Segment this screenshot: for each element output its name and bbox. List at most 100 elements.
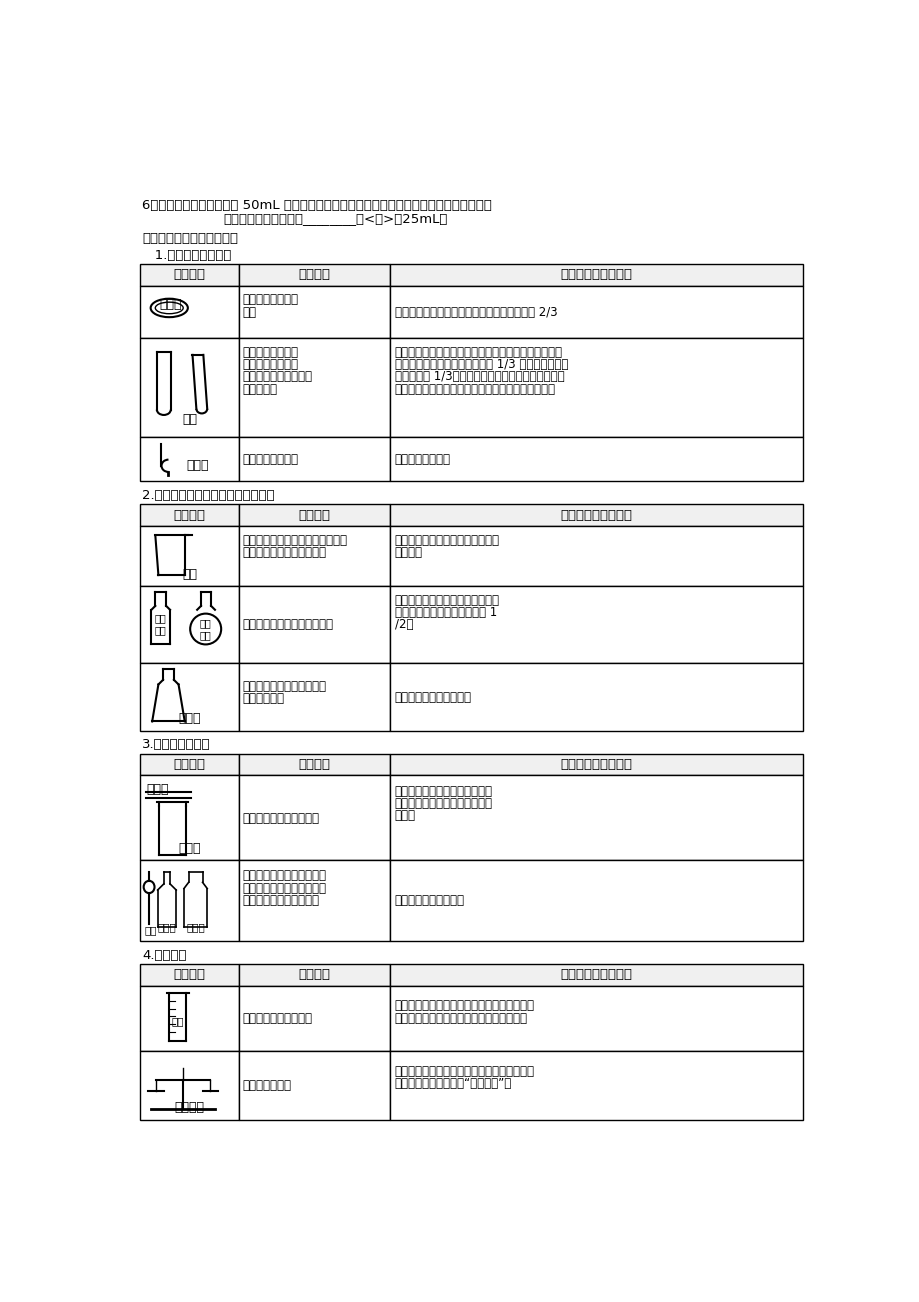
Text: 用于液体加热: 用于液体加热 <box>243 693 285 706</box>
Bar <box>239 963 390 986</box>
Text: 主要用途: 主要用途 <box>299 268 330 281</box>
Text: 作配制、浓缩、稀释溶液。也可用: 作配制、浓缩、稀释溶液。也可用 <box>243 534 347 547</box>
Bar <box>239 264 390 285</box>
Bar <box>140 264 239 285</box>
Text: 主要用途: 主要用途 <box>299 969 330 982</box>
Text: 一般放在石棉网上加热。: 一般放在石棉网上加热。 <box>394 690 471 703</box>
Text: 液。: 液。 <box>243 306 256 319</box>
Text: 使用方法及注意事项: 使用方法及注意事项 <box>560 758 632 771</box>
Text: 不能直接加热，加热时要垫石棉网: 不能直接加热，加热时要垫石棉网 <box>394 594 499 607</box>
Text: 托盘天平: 托盘天平 <box>175 1101 204 1115</box>
Bar <box>239 586 390 663</box>
Bar <box>390 504 802 526</box>
Text: 锥型瓶: 锥型瓶 <box>178 712 200 725</box>
Text: 称量固体药品。: 称量固体药品。 <box>243 1079 291 1092</box>
Text: 存时用棕色瓶。广口瓶盛放: 存时用棕色瓶。广口瓶盛放 <box>243 881 326 894</box>
Text: 使用方法和注意事项: 使用方法和注意事项 <box>560 268 632 281</box>
Text: 分装各种试剂，需要避光保: 分装各种试剂，需要避光保 <box>243 870 326 883</box>
Text: 仪器名称: 仪器名称 <box>173 758 205 771</box>
Text: 平底
烧瓶: 平底 烧瓶 <box>154 613 166 635</box>
Text: 超过容积的 1/3，试管口不能对着自己和别人，避免: 超过容积的 1/3，试管口不能对着自己和别人，避免 <box>394 370 563 383</box>
Text: 量筒: 量筒 <box>171 1016 184 1026</box>
Text: 3.不能加热的仪器: 3.不能加热的仪器 <box>142 738 210 751</box>
Ellipse shape <box>155 302 183 314</box>
Bar <box>140 986 239 1051</box>
Bar <box>390 285 802 339</box>
Bar <box>239 504 390 526</box>
Bar <box>390 754 802 775</box>
Bar <box>390 986 802 1051</box>
Text: 可直接加热，盛放的液体量一般应少于容积的 2/3: 可直接加热，盛放的液体量一般应少于容积的 2/3 <box>394 306 557 319</box>
Text: 集气瓶: 集气瓶 <box>178 842 200 855</box>
Text: 常用作反应器，也: 常用作反应器，也 <box>243 345 299 358</box>
Bar <box>390 1051 802 1120</box>
Text: 作反应器，不能用作直接在其内配制溶液。: 作反应器，不能用作直接在其内配制溶液。 <box>394 1012 528 1025</box>
Text: 4.计量仪器: 4.计量仪器 <box>142 949 187 962</box>
Text: 用于收集和贮存少量气体: 用于收集和贮存少量气体 <box>243 811 320 824</box>
Bar <box>140 504 239 526</box>
Text: /2。: /2。 <box>394 618 413 631</box>
Text: 1.能直接加热的仪器: 1.能直接加热的仪器 <box>142 249 232 262</box>
Text: 试管: 试管 <box>182 413 197 426</box>
Text: 使用方法及注意事项: 使用方法及注意事项 <box>560 969 632 982</box>
Ellipse shape <box>151 298 187 318</box>
Bar <box>390 586 802 663</box>
Bar <box>239 663 390 730</box>
Bar <box>140 963 239 986</box>
Bar <box>140 663 239 730</box>
Bar <box>239 285 390 339</box>
Text: 烧杯: 烧杯 <box>182 568 197 581</box>
Text: 2.能间接加热（需垫石棉网）的仪器: 2.能间接加热（需垫石棉网）的仪器 <box>142 488 275 501</box>
Text: 仪器名称: 仪器名称 <box>173 268 205 281</box>
Circle shape <box>190 613 221 644</box>
Text: 圆底
烧瓶: 圆底 烧瓶 <box>199 618 211 639</box>
Bar <box>140 775 239 861</box>
Text: 可直接加热，外壁有水时要擦干。加热时应用试管夹或: 可直接加热，外壁有水时要擦干。加热时应用试管夹或 <box>394 345 562 358</box>
Text: 固体，细口瓶盛放液体。: 固体，细口瓶盛放液体。 <box>243 894 320 907</box>
Text: 燃烧匙: 燃烧匙 <box>186 460 209 473</box>
Bar <box>239 1051 390 1120</box>
Bar <box>390 663 802 730</box>
Text: 细口瓶: 细口瓶 <box>157 922 176 932</box>
Bar <box>390 775 802 861</box>
Bar <box>140 526 239 586</box>
Bar <box>239 775 390 861</box>
Text: 所装液体的量不应超过其容积 1: 所装液体的量不应超过其容积 1 <box>394 605 496 618</box>
Text: 如果在其中进行燃烧反应且有固: 如果在其中进行燃烧反应且有固 <box>394 785 493 798</box>
Text: 加热固体。: 加热固体。 <box>243 383 278 396</box>
Text: 使用方法和注意事项: 使用方法和注意事项 <box>560 509 632 522</box>
Ellipse shape <box>143 881 154 893</box>
Bar <box>140 586 239 663</box>
Text: 要选择量程合适的量筒，以减少误差。不能用: 要选择量程合适的量筒，以减少误差。不能用 <box>394 1000 534 1013</box>
Text: 固定在铁架台上，夹持在距管口 1/3 处。加热液体不: 固定在铁架台上，夹持在距管口 1/3 处。加热液体不 <box>394 358 568 371</box>
Text: 可收集少量气体。: 可收集少量气体。 <box>243 358 299 371</box>
Text: 6、右图表示的是某同学用 50mL 量筒最取一定体积液体的操作。请你仔细观察该图，判断量: 6、右图表示的是某同学用 50mL 量筒最取一定体积液体的操作。请你仔细观察该图… <box>142 199 492 212</box>
Bar <box>140 754 239 775</box>
Text: 广口瓶: 广口瓶 <box>186 922 205 932</box>
Text: 量取一定体积的液体。: 量取一定体积的液体。 <box>243 1012 312 1025</box>
Text: 试管既可加热液体也可: 试管既可加热液体也可 <box>243 370 312 383</box>
Bar <box>140 1051 239 1120</box>
Bar <box>239 986 390 1051</box>
Text: 滴管: 滴管 <box>144 926 157 935</box>
Bar <box>239 436 390 482</box>
Text: 初中常见实验仪器附录表：: 初中常见实验仪器附录表： <box>142 232 238 245</box>
Bar <box>390 339 802 436</box>
Bar <box>239 861 390 941</box>
Text: 体生成时，应在底部加少量水或: 体生成时，应在底部加少量水或 <box>394 797 493 810</box>
Text: 放在纸或玻璃器皿上，“左物右码”。: 放在纸或玻璃器皿上，“左物右码”。 <box>394 1077 512 1090</box>
Bar <box>390 963 802 986</box>
Bar <box>239 526 390 586</box>
Text: 用作接受器、用作反应器等: 用作接受器、用作反应器等 <box>243 680 326 693</box>
Text: 加热时应放置在石棉网上，使之受: 加热时应放置在石棉网上，使之受 <box>394 534 499 547</box>
Bar <box>140 861 239 941</box>
Bar <box>390 436 802 482</box>
Text: 玻璃片: 玻璃片 <box>146 783 168 796</box>
Text: 作反应器等。用于液体加热: 作反应器等。用于液体加热 <box>243 546 326 559</box>
Bar <box>140 436 239 482</box>
Text: 主要用途: 主要用途 <box>299 758 330 771</box>
Text: 药品不可直接放在托盘内，称量时将被称量物: 药品不可直接放在托盘内，称量时将被称量物 <box>394 1065 534 1078</box>
Text: 可直接用于加热。: 可直接用于加热。 <box>394 453 450 466</box>
Text: 玻璃塞不可盛放强碱。: 玻璃塞不可盛放强碱。 <box>394 894 464 907</box>
Bar <box>140 285 239 339</box>
